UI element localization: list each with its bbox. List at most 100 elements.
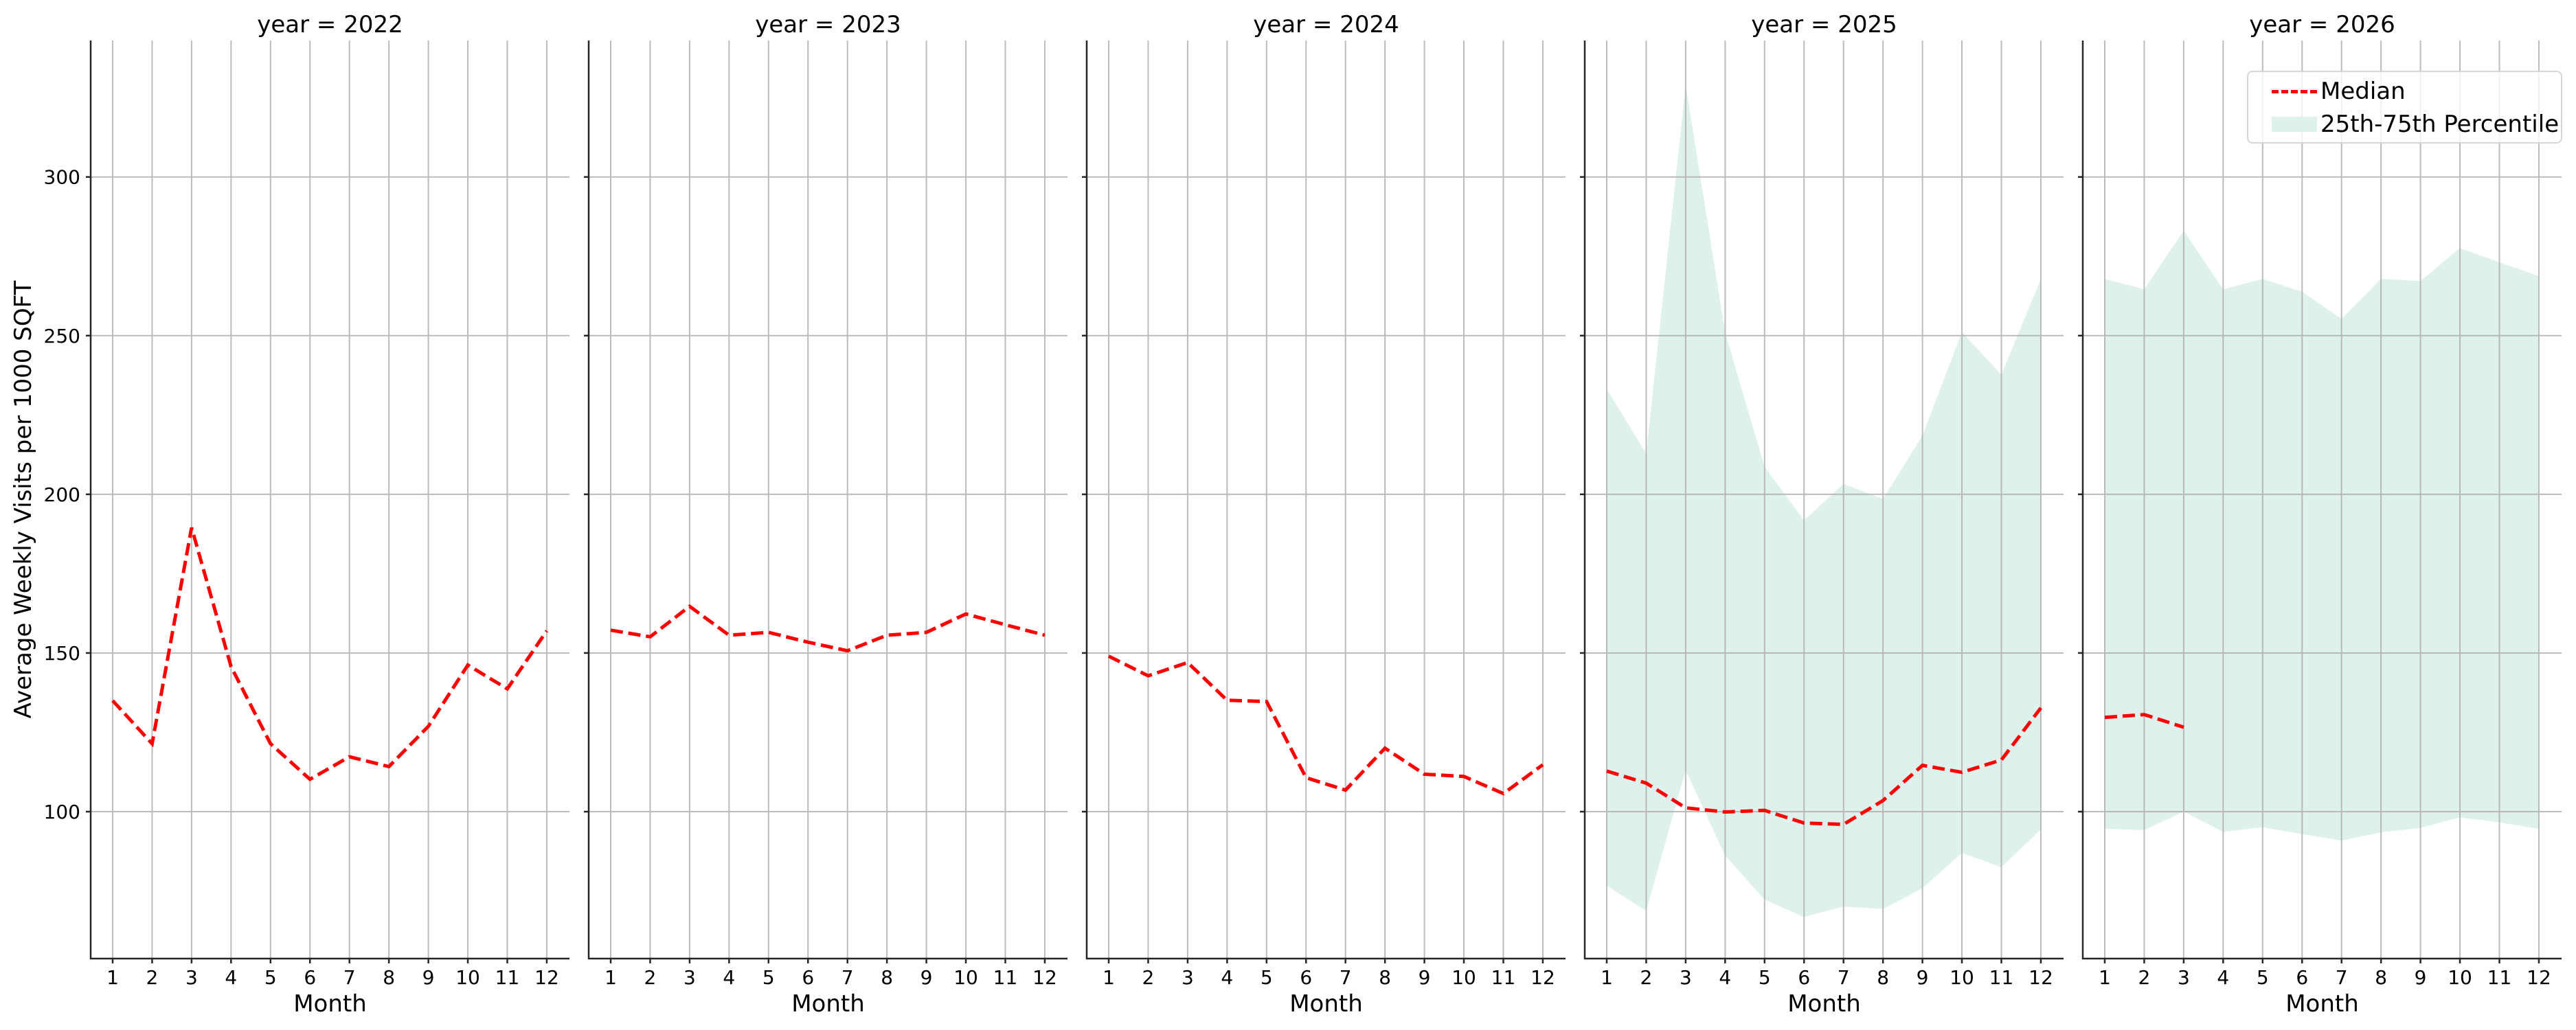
x-tick-label: 12 — [2029, 966, 2053, 989]
x-tick-label: 10 — [455, 966, 480, 989]
legend-label-band: 25th-75th Percentile — [2320, 111, 2560, 138]
y-tick-label: 150 — [44, 642, 80, 665]
x-tick-label: 11 — [1491, 966, 1516, 989]
gridlines — [1087, 41, 1566, 959]
x-tick-label: 4 — [225, 966, 237, 989]
gridlines — [2083, 41, 2562, 959]
x-tick-label: 6 — [1798, 966, 1810, 989]
x-tick-label: 11 — [1989, 966, 2014, 989]
x-axis-label: Month — [1787, 990, 1861, 1018]
x-tick-label: 2 — [1640, 966, 1653, 989]
x-tick-label: 3 — [185, 966, 198, 989]
x-tick-label: 5 — [762, 966, 775, 989]
x-tick-label: 9 — [1419, 966, 1431, 989]
x-tick-label: 6 — [1300, 966, 1312, 989]
x-tick-label: 10 — [2448, 966, 2472, 989]
median-line — [2104, 713, 2184, 729]
x-tick-label: 7 — [343, 966, 356, 989]
x-tick-label: 9 — [422, 966, 435, 989]
x-tick-label: 1 — [2099, 966, 2111, 989]
y-tick-label: 250 — [44, 325, 80, 347]
x-tick-label: 10 — [1950, 966, 1974, 989]
legend-label-median: Median — [2320, 78, 2406, 105]
panel-title: year = 2022 — [257, 11, 403, 38]
x-tick-label: 2 — [1142, 966, 1155, 989]
x-tick-label: 11 — [2487, 966, 2512, 989]
x-tick-label: 5 — [2257, 966, 2269, 989]
x-tick-label: 12 — [2527, 966, 2551, 989]
x-axis-label: Month — [791, 990, 865, 1018]
x-tick-label: 7 — [841, 966, 854, 989]
x-tick-label: 4 — [1221, 966, 1233, 989]
x-tick-label: 5 — [264, 966, 277, 989]
x-tick-label: 6 — [2296, 966, 2308, 989]
x-tick-label: 11 — [495, 966, 520, 989]
y-tick-label: 300 — [44, 166, 80, 189]
x-tick-label: 1 — [605, 966, 617, 989]
x-tick-label: 8 — [881, 966, 893, 989]
legend: Median 25th-75th Percentile — [2247, 71, 2562, 144]
x-tick-label: 5 — [1759, 966, 1771, 989]
x-tick-label: 9 — [2415, 966, 2427, 989]
gridlines — [91, 41, 569, 959]
x-tick-label: 6 — [304, 966, 316, 989]
x-tick-label: 10 — [953, 966, 978, 989]
x-tick-label: 8 — [383, 966, 395, 989]
median-line — [1606, 707, 2042, 827]
percentile-band — [2105, 230, 2539, 841]
x-tick-label: 12 — [534, 966, 559, 989]
x-tick-label: 2 — [644, 966, 657, 989]
x-tick-label: 7 — [1340, 966, 1352, 989]
dashed-line-swatch-icon — [2272, 90, 2317, 93]
x-tick-label: 1 — [1601, 966, 1613, 989]
x-tick-label: 6 — [802, 966, 814, 989]
percentile-band — [1607, 84, 2041, 917]
x-tick-label: 4 — [723, 966, 735, 989]
y-tick-label: 200 — [44, 483, 80, 506]
panel-title: year = 2026 — [2249, 11, 2395, 38]
x-tick-label: 2 — [2138, 966, 2151, 989]
x-tick-label: 5 — [1261, 966, 1273, 989]
x-tick-label: 7 — [1838, 966, 1850, 989]
y-tick-label: 100 — [44, 801, 80, 823]
median-line — [111, 527, 549, 781]
x-tick-label: 8 — [1877, 966, 1889, 989]
x-tick-label: 11 — [993, 966, 1018, 989]
filled-band-swatch-icon — [2272, 117, 2317, 132]
gridlines — [1585, 41, 2064, 959]
x-tick-label: 9 — [1917, 966, 1929, 989]
y-axis-label: Average Weekly Visits per 1000 SQFT — [10, 280, 37, 718]
x-tick-label: 2 — [146, 966, 159, 989]
median-line — [1107, 654, 1544, 796]
x-tick-label: 12 — [1032, 966, 1057, 989]
x-tick-label: 3 — [683, 966, 696, 989]
panel-title: year = 2025 — [1751, 11, 1897, 38]
median-line — [610, 604, 1046, 653]
x-axis-label: Month — [293, 990, 367, 1018]
x-tick-label: 9 — [920, 966, 933, 989]
x-tick-label: 1 — [106, 966, 119, 989]
x-tick-label: 3 — [2178, 966, 2190, 989]
gridlines — [589, 41, 1067, 959]
x-tick-label: 4 — [1719, 966, 1731, 989]
panel-title: year = 2024 — [1253, 11, 1399, 38]
x-tick-label: 7 — [2336, 966, 2348, 989]
x-axis-label: Month — [2285, 990, 2359, 1018]
x-tick-label: 8 — [2375, 966, 2387, 989]
x-tick-label: 3 — [1182, 966, 1194, 989]
panel-title: year = 2023 — [755, 11, 901, 38]
x-tick-label: 10 — [1451, 966, 1476, 989]
x-axis-label: Month — [1289, 990, 1363, 1018]
x-tick-label: 12 — [1530, 966, 1555, 989]
x-tick-label: 4 — [2217, 966, 2229, 989]
x-tick-label: 1 — [1103, 966, 1115, 989]
x-tick-label: 8 — [1379, 966, 1391, 989]
x-tick-label: 3 — [1680, 966, 1692, 989]
